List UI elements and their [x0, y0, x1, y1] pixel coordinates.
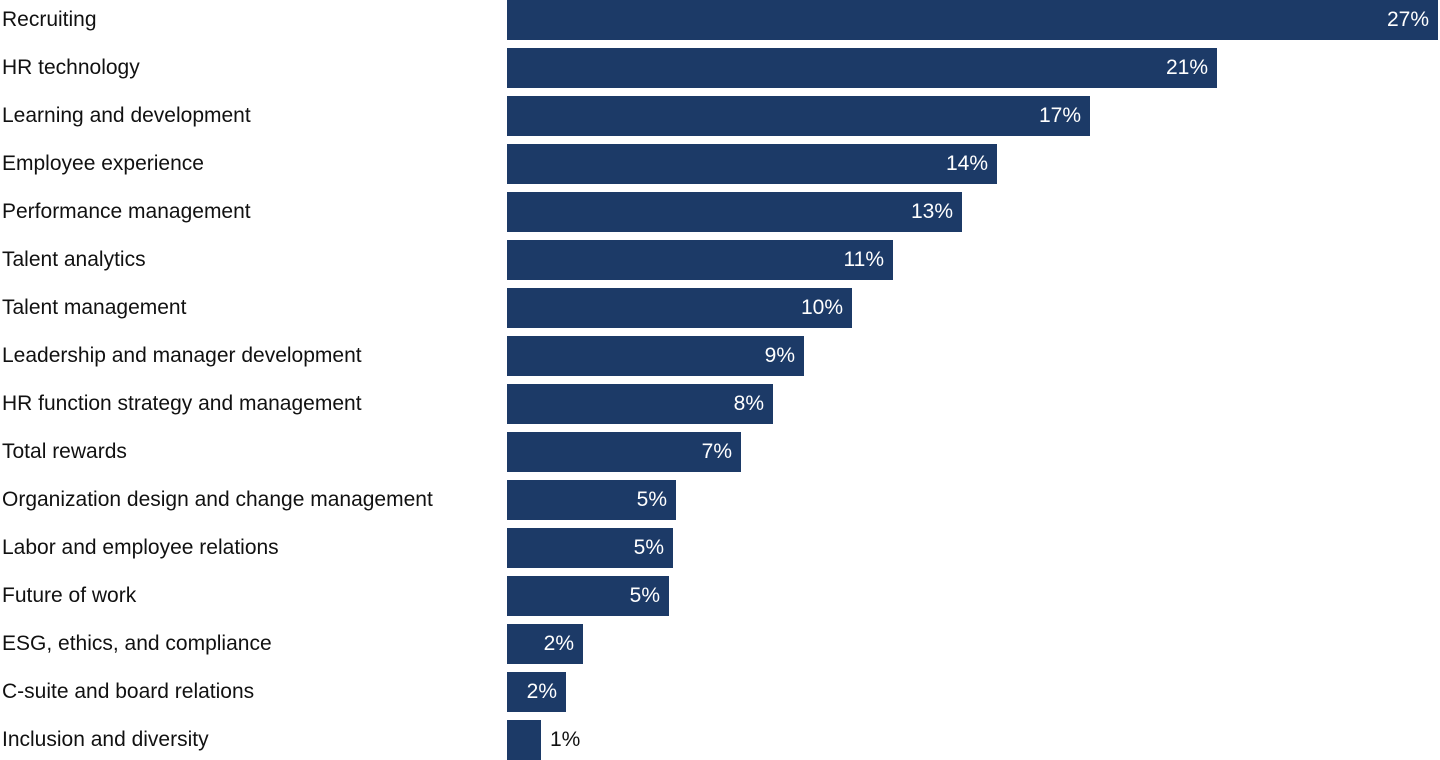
- bar: [507, 0, 1438, 40]
- category-label: Future of work: [2, 584, 137, 607]
- data-label: 14%: [945, 152, 988, 175]
- bar: [507, 672, 566, 712]
- category-label: Talent analytics: [2, 248, 146, 271]
- category-label: Performance management: [2, 200, 251, 223]
- bar: [507, 240, 893, 280]
- category-label: Talent management: [2, 296, 187, 319]
- data-label: 27%: [1386, 8, 1429, 31]
- category-label: HR function strategy and management: [2, 392, 362, 415]
- data-label: 7%: [701, 440, 732, 463]
- data-label: 8%: [733, 392, 764, 415]
- category-label: Organization design and change managemen…: [2, 488, 433, 511]
- category-label: Learning and development: [2, 104, 251, 127]
- data-label: 5%: [636, 488, 667, 511]
- data-label: 2%: [543, 632, 574, 655]
- bar: [507, 144, 997, 184]
- data-label: 5%: [633, 536, 664, 559]
- data-label: 11%: [843, 248, 884, 271]
- bar: [507, 528, 673, 568]
- bar: [507, 720, 541, 760]
- data-label: 5%: [629, 584, 660, 607]
- data-label: 9%: [764, 344, 795, 367]
- data-label: 13%: [910, 200, 953, 223]
- data-label: 17%: [1038, 104, 1081, 127]
- category-label: C-suite and board relations: [2, 680, 255, 703]
- bar: [507, 192, 962, 232]
- category-label: Inclusion and diversity: [2, 728, 209, 751]
- category-label: HR technology: [2, 56, 140, 79]
- bar: [507, 48, 1217, 88]
- data-label: 21%: [1165, 56, 1208, 79]
- data-label: 10%: [800, 296, 843, 319]
- data-label: 2%: [526, 680, 557, 703]
- bar: [507, 336, 804, 376]
- data-label: 1%: [550, 728, 581, 751]
- category-label: ESG, ethics, and compliance: [2, 632, 272, 655]
- category-label: Employee experience: [2, 152, 204, 175]
- category-label: Labor and employee relations: [2, 536, 279, 559]
- bar: [507, 432, 741, 472]
- bar: [507, 576, 669, 616]
- bar: [507, 96, 1090, 136]
- category-label: Total rewards: [2, 440, 127, 463]
- category-label: Recruiting: [2, 8, 97, 31]
- bar: [507, 288, 852, 328]
- bar: [507, 480, 676, 520]
- bar: [507, 624, 583, 664]
- bar: [507, 384, 773, 424]
- category-label: Leadership and manager development: [2, 344, 362, 367]
